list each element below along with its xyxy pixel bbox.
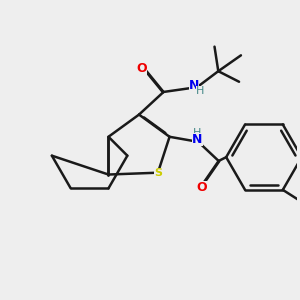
Text: N: N xyxy=(192,133,203,146)
Text: O: O xyxy=(196,181,207,194)
Text: H: H xyxy=(196,86,205,96)
Text: S: S xyxy=(154,168,162,178)
Text: H: H xyxy=(193,128,202,138)
Text: N: N xyxy=(189,79,199,92)
Text: O: O xyxy=(137,62,147,75)
